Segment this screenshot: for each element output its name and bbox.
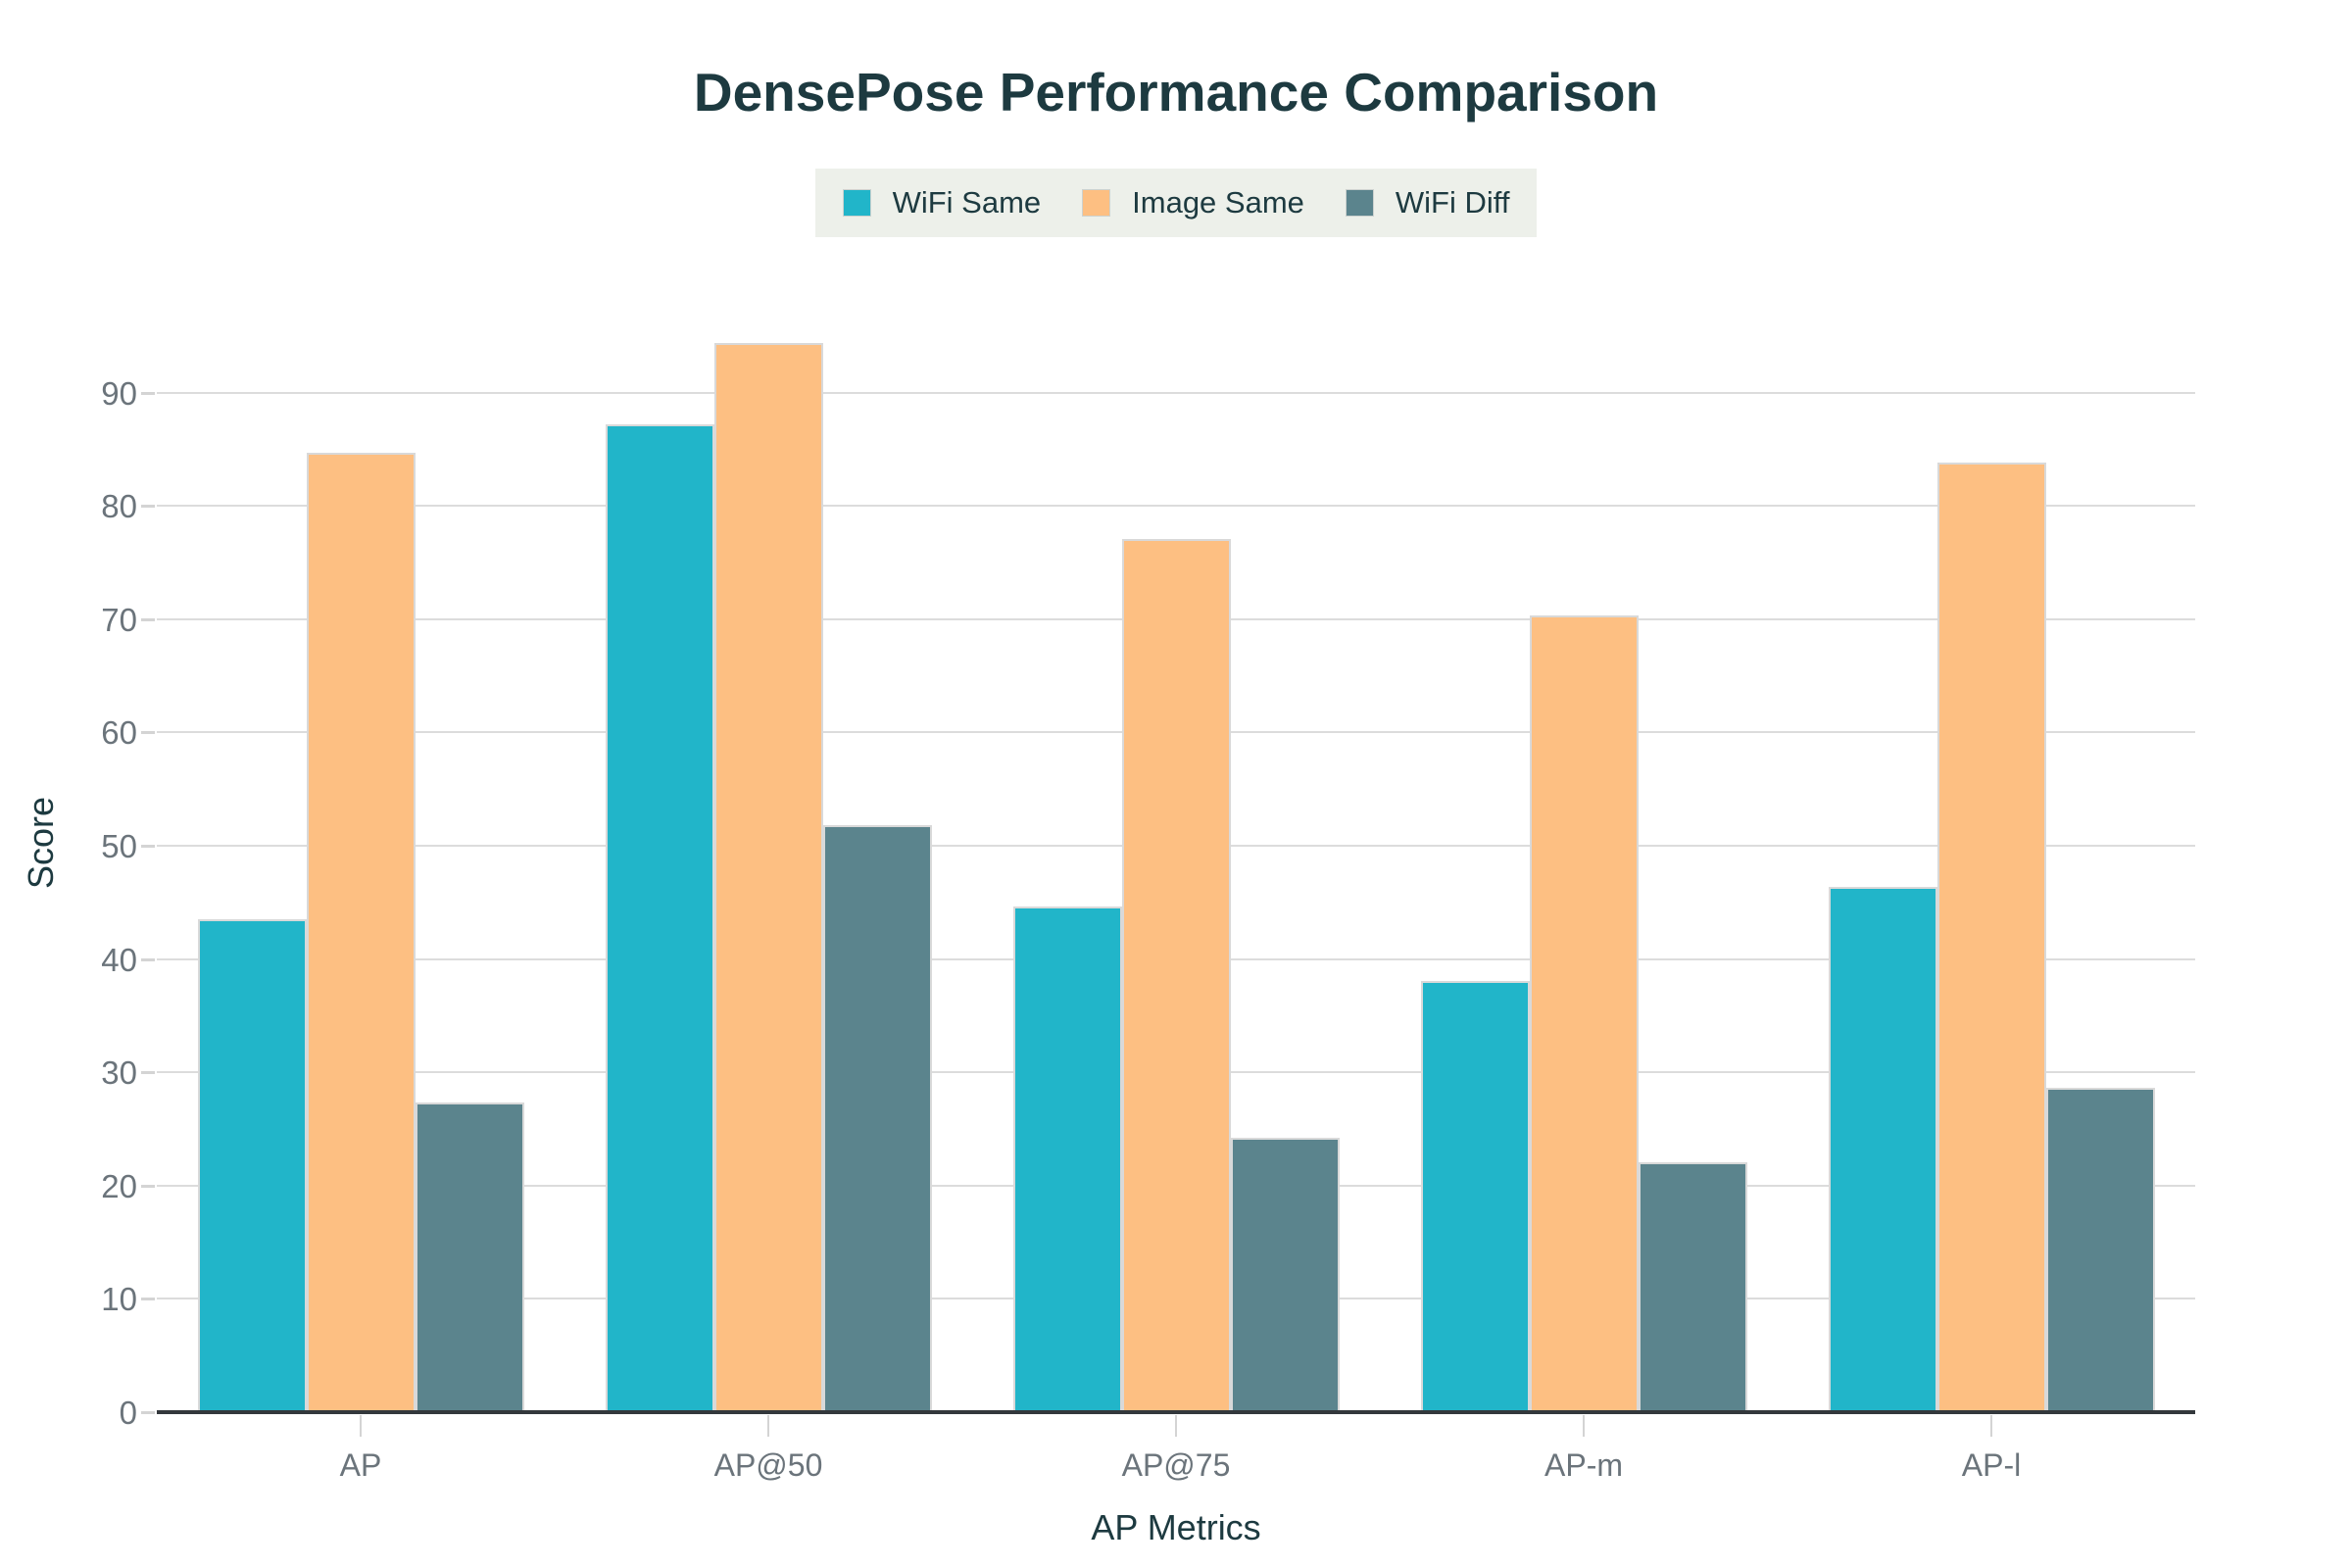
legend-item: WiFi Same — [842, 185, 1042, 220]
bar — [713, 342, 823, 1412]
x-tick-mark — [1990, 1415, 1992, 1437]
y-tick-mark — [141, 845, 155, 848]
x-axis-title: AP Metrics — [1091, 1507, 1261, 1547]
legend-box: WiFi Same Image Same WiFi Diff — [814, 169, 1538, 237]
bar — [605, 423, 714, 1412]
bar — [197, 919, 307, 1412]
chart-title: DensePose Performance Comparison — [693, 62, 1659, 122]
x-axis-line — [157, 1410, 2195, 1414]
y-tick-label: 0 — [119, 1395, 137, 1431]
y-tick-mark — [141, 1411, 155, 1414]
y-tick-label: 90 — [101, 374, 137, 412]
y-axis-title: Score — [21, 796, 61, 890]
y-tick-label: 60 — [101, 714, 137, 752]
y-tick-label: 70 — [101, 601, 137, 638]
y-tick-mark — [141, 505, 155, 509]
bar — [306, 452, 416, 1412]
bar — [2045, 1088, 2155, 1412]
y-tick-label: 10 — [101, 1281, 137, 1318]
x-tick-label: AP-m — [1544, 1447, 1623, 1483]
legend-item: Image Same — [1082, 185, 1304, 220]
y-tick-label: 40 — [101, 941, 137, 978]
x-tick-mark — [1583, 1415, 1585, 1437]
y-tick-mark — [141, 617, 155, 621]
y-tick-mark — [141, 1071, 155, 1075]
x-tick-label: AP — [339, 1447, 382, 1483]
y-tick-mark — [141, 731, 155, 735]
y-tick-mark — [141, 1298, 155, 1301]
x-tick-mark — [360, 1415, 362, 1437]
y-tick-mark — [141, 1184, 155, 1188]
legend-item-label: WiFi Same — [892, 185, 1042, 220]
gridline — [157, 391, 2195, 394]
x-tick-label: AP@50 — [713, 1447, 823, 1483]
x-tick-mark — [1175, 1415, 1177, 1437]
bar — [822, 825, 932, 1412]
y-tick-label: 30 — [101, 1054, 137, 1092]
x-tick-mark — [767, 1415, 769, 1437]
bar — [1121, 538, 1231, 1412]
bar — [1936, 463, 2046, 1412]
y-tick-mark — [141, 957, 155, 961]
bar — [1638, 1161, 1747, 1412]
legend-item-label: Image Same — [1132, 185, 1304, 220]
y-tick-label: 80 — [101, 488, 137, 525]
legend: WiFi Same Image Same WiFi Diff — [157, 169, 2195, 237]
y-tick-mark — [141, 391, 155, 395]
bar — [415, 1102, 524, 1412]
legend-swatch — [1082, 189, 1111, 217]
bar — [1012, 906, 1122, 1412]
y-tick-label: 50 — [101, 828, 137, 864]
legend-item: WiFi Diff — [1345, 185, 1510, 220]
legend-swatch — [842, 189, 871, 217]
y-tick-label: 20 — [101, 1167, 137, 1204]
bar — [1529, 615, 1639, 1412]
bar — [1230, 1138, 1340, 1412]
gridline — [157, 505, 2195, 508]
legend-item-label: WiFi Diff — [1395, 185, 1510, 220]
legend-swatch — [1345, 189, 1374, 217]
x-tick-label: AP@75 — [1121, 1447, 1231, 1483]
bar — [1420, 980, 1530, 1412]
x-tick-label: AP-l — [1961, 1447, 2022, 1483]
bar — [1828, 886, 1937, 1412]
